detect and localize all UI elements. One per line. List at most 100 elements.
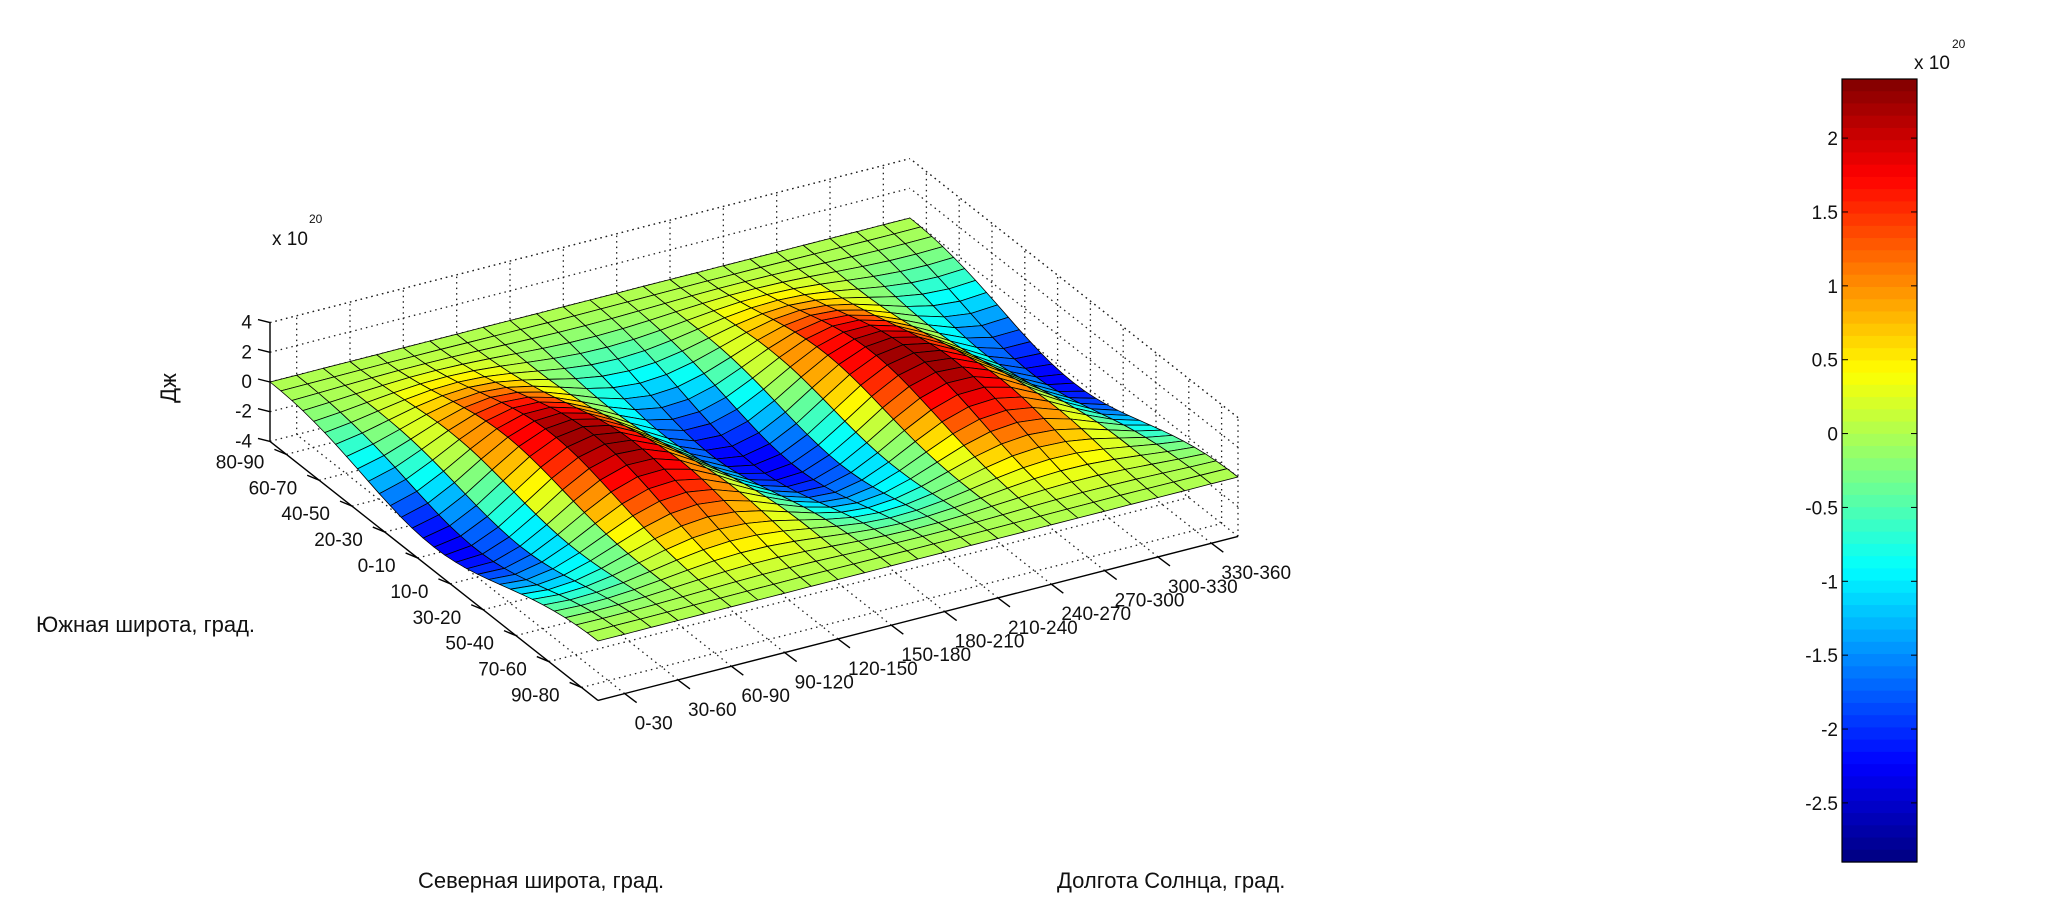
colorbar-swatch	[1842, 372, 1917, 386]
floor-grid-line	[548, 496, 1189, 663]
latitude-tick-mark	[405, 552, 418, 559]
colorbar-swatch	[1842, 103, 1917, 117]
colorbar-swatch	[1842, 641, 1917, 655]
longitude-tick-label: 150-180	[901, 645, 971, 666]
latitude-tick-mark	[470, 604, 484, 611]
colorbar-swatch	[1842, 421, 1917, 435]
colorbar-swatch	[1842, 115, 1917, 129]
colorbar-exponent: 20	[1952, 37, 1966, 51]
south-latitude-title: Южная широта, град.	[36, 612, 255, 637]
colorbar-swatch	[1842, 384, 1917, 398]
colorbar-swatch	[1842, 543, 1917, 557]
colorbar-tick-label: -2	[1821, 720, 1838, 741]
latitude-tick-mark	[372, 526, 386, 533]
colorbar-swatch	[1842, 715, 1917, 729]
z-tick-mark	[257, 318, 271, 324]
colorbar-swatch	[1842, 739, 1917, 753]
colorbar-swatch	[1842, 397, 1917, 410]
colorbar-swatch	[1842, 531, 1917, 545]
colorbar-swatch	[1842, 176, 1917, 190]
longitude-tick-label: 120-150	[848, 659, 918, 680]
longitude-tick-label: 60-90	[741, 686, 790, 707]
colorbar-swatch	[1842, 91, 1917, 105]
surface-plot	[269, 217, 1239, 642]
colorbar-swatch	[1842, 800, 1917, 814]
colorbar-swatch	[1842, 666, 1917, 680]
longitude-tick-mark	[624, 693, 638, 704]
colorbar-swatch	[1842, 409, 1917, 423]
colorbar-swatch	[1842, 201, 1917, 215]
colorbar-tick-label: -2.5	[1805, 794, 1838, 815]
colorbar-swatch	[1842, 225, 1917, 239]
colorbar-swatch	[1842, 690, 1917, 704]
colorbar-swatch	[1842, 311, 1917, 325]
latitude-tick-mark	[503, 630, 517, 637]
colorbar	[1841, 78, 1918, 863]
box-edge-line	[269, 157, 911, 324]
latitude-tick-mark	[536, 655, 550, 663]
colorbar-swatch	[1842, 262, 1917, 276]
colorbar-swatch	[1842, 127, 1917, 141]
chart-axes	[257, 318, 1239, 704]
longitude-tick-mark	[944, 611, 958, 622]
north-latitude-title: Северная широта, град.	[418, 868, 664, 893]
colorbar-swatch	[1842, 507, 1917, 521]
z-axis-multiplier: x 10	[272, 229, 308, 250]
colorbar-swatch	[1842, 79, 1917, 92]
z-tick-mark	[257, 408, 271, 413]
colorbar-swatch	[1842, 776, 1917, 790]
latitude-tick-labels: 80-90 60-70 40-50 20-30 0-10 10-0 30-20 50-40 70…	[216, 452, 560, 706]
colorbar-swatch	[1842, 849, 1917, 863]
colorbar-swatch	[1842, 140, 1917, 153]
colorbar-swatch	[1842, 592, 1917, 606]
colorbar-tick-label: -1.5	[1805, 646, 1838, 667]
z-tick-label: -4	[235, 431, 252, 452]
longitude-tick-mark	[837, 638, 851, 649]
colorbar-swatch	[1842, 825, 1917, 839]
colorbar-tick-label: -0.5	[1805, 498, 1838, 519]
longitude-tick-label: 330-360	[1221, 563, 1291, 584]
latitude-tick-label: 40-50	[281, 504, 330, 525]
latitude-tick-mark	[274, 448, 287, 455]
colorbar-swatch	[1842, 164, 1917, 178]
colorbar-swatch	[1842, 433, 1917, 447]
latitude-tick-label: 50-40	[445, 634, 494, 655]
longitude-tick-mark	[1157, 556, 1171, 567]
z-tick-label: -2	[235, 402, 252, 423]
z-tick-label: 2	[241, 342, 252, 363]
colorbar-swatch	[1842, 629, 1917, 643]
z-axis-exponent: 20	[309, 212, 323, 226]
latitude-tick-label: 70-60	[478, 660, 527, 681]
latitude-tick-mark	[569, 681, 582, 689]
longitude-tick-label: 240-270	[1061, 604, 1131, 625]
colorbar-tick-label: 0	[1827, 425, 1838, 446]
longitude-tick-labels: 0-30 30-6060-9090-120120-150150-180180-21…	[635, 563, 1291, 734]
surface-patch	[1200, 468, 1239, 485]
colorbar-tick-label: 2	[1827, 129, 1838, 150]
colorbar-swatch	[1842, 813, 1917, 826]
colorbar-swatch	[1842, 727, 1917, 741]
colorbar-swatch	[1842, 751, 1917, 765]
back-wall-grid-line	[269, 187, 911, 353]
floor-grid-line	[581, 522, 1222, 689]
longitude-tick-mark	[997, 597, 1011, 608]
z-tick-mark	[257, 378, 271, 383]
latitude-tick-mark	[339, 500, 353, 507]
colorbar-swatch	[1842, 568, 1917, 582]
colorbar-swatch	[1842, 238, 1917, 251]
colorbar-swatch	[1842, 519, 1917, 533]
latitude-tick-label: 20-30	[314, 530, 363, 551]
longitude-tick-mark	[677, 679, 691, 690]
longitude-title: Долгота Солнца, град.	[1057, 868, 1285, 893]
colorbar-swatch	[1842, 556, 1917, 569]
longitude-tick-label: 180-210	[955, 632, 1025, 653]
longitude-tick-label: 30-60	[688, 700, 737, 721]
colorbar-swatch	[1842, 654, 1917, 667]
colorbar-swatch	[1842, 605, 1917, 618]
longitude-tick-mark	[1210, 542, 1224, 553]
longitude-tick-label: 270-300	[1115, 591, 1185, 612]
colorbar-swatch	[1842, 360, 1917, 374]
colorbar-tick-label: -1	[1821, 572, 1838, 593]
longitude-tick-label: 300-330	[1168, 577, 1238, 598]
